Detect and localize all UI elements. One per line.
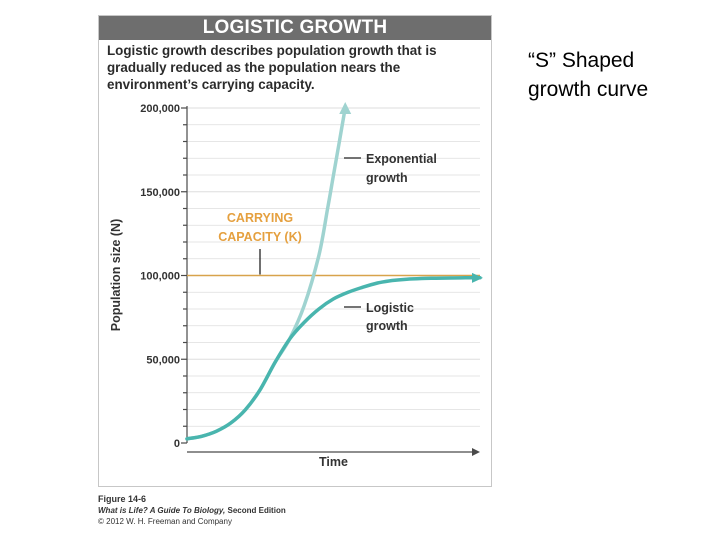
- logistic-arrowhead: [472, 272, 483, 283]
- logistic-growth-line: [185, 276, 482, 441]
- book-reference: What is Life? A Guide To Biology, Second…: [98, 505, 398, 516]
- x-axis-arrowhead: [472, 448, 480, 456]
- figure-header: LOGISTIC GROWTH: [99, 16, 491, 40]
- copyright-notice: © 2012 W. H. Freeman and Company: [98, 517, 232, 526]
- series-layer: [185, 102, 483, 441]
- exponential-growth-line: [185, 106, 347, 441]
- logistic-label-line-2: growth: [366, 319, 408, 333]
- y-tick-label: 150,000: [140, 187, 180, 199]
- y-tick-label: 50,000: [146, 354, 180, 366]
- exponential-label-line-1: Exponential: [366, 152, 437, 166]
- slide-title-line-1: “S” Shaped: [528, 49, 635, 72]
- figure-caption: Figure 14-6 What is Life? A Guide To Bio…: [98, 494, 398, 527]
- exponential-label-line-2: growth: [366, 171, 408, 185]
- carrying-capacity-label-line-1: CARRYING: [227, 211, 293, 225]
- figure-panel: LOGISTIC GROWTH Logistic growth describe…: [98, 15, 492, 487]
- label-layer: CARRYING CAPACITY (K) Exponential growth Log…: [218, 152, 437, 333]
- figure-label: Figure 14-6: [98, 494, 147, 504]
- y-tick-label: 200,000: [140, 103, 180, 115]
- x-axis-label: Time: [319, 455, 348, 469]
- slide-title-line-2: growth curve: [528, 78, 649, 101]
- exponential-arrowhead: [339, 102, 352, 114]
- carrying-capacity-label-line-2: CAPACITY (K): [218, 230, 302, 244]
- figure-description: Logistic growth describes population gro…: [107, 43, 437, 92]
- y-tick-label: 0: [174, 438, 180, 450]
- logistic-label-line-1: Logistic: [366, 301, 414, 315]
- y-tick-label: 100,000: [140, 271, 180, 283]
- book-title: What is Life? A Guide To Biology,: [98, 506, 226, 515]
- axis-layer: 0 50,000 100,000 150,000 200,000 Population s…: [109, 103, 480, 469]
- book-edition: Second Edition: [225, 506, 286, 515]
- grid-layer: [187, 107, 480, 427]
- y-axis-label: Population size (N): [109, 219, 123, 332]
- slide-title: “S” Shaped growth curve: [528, 46, 708, 104]
